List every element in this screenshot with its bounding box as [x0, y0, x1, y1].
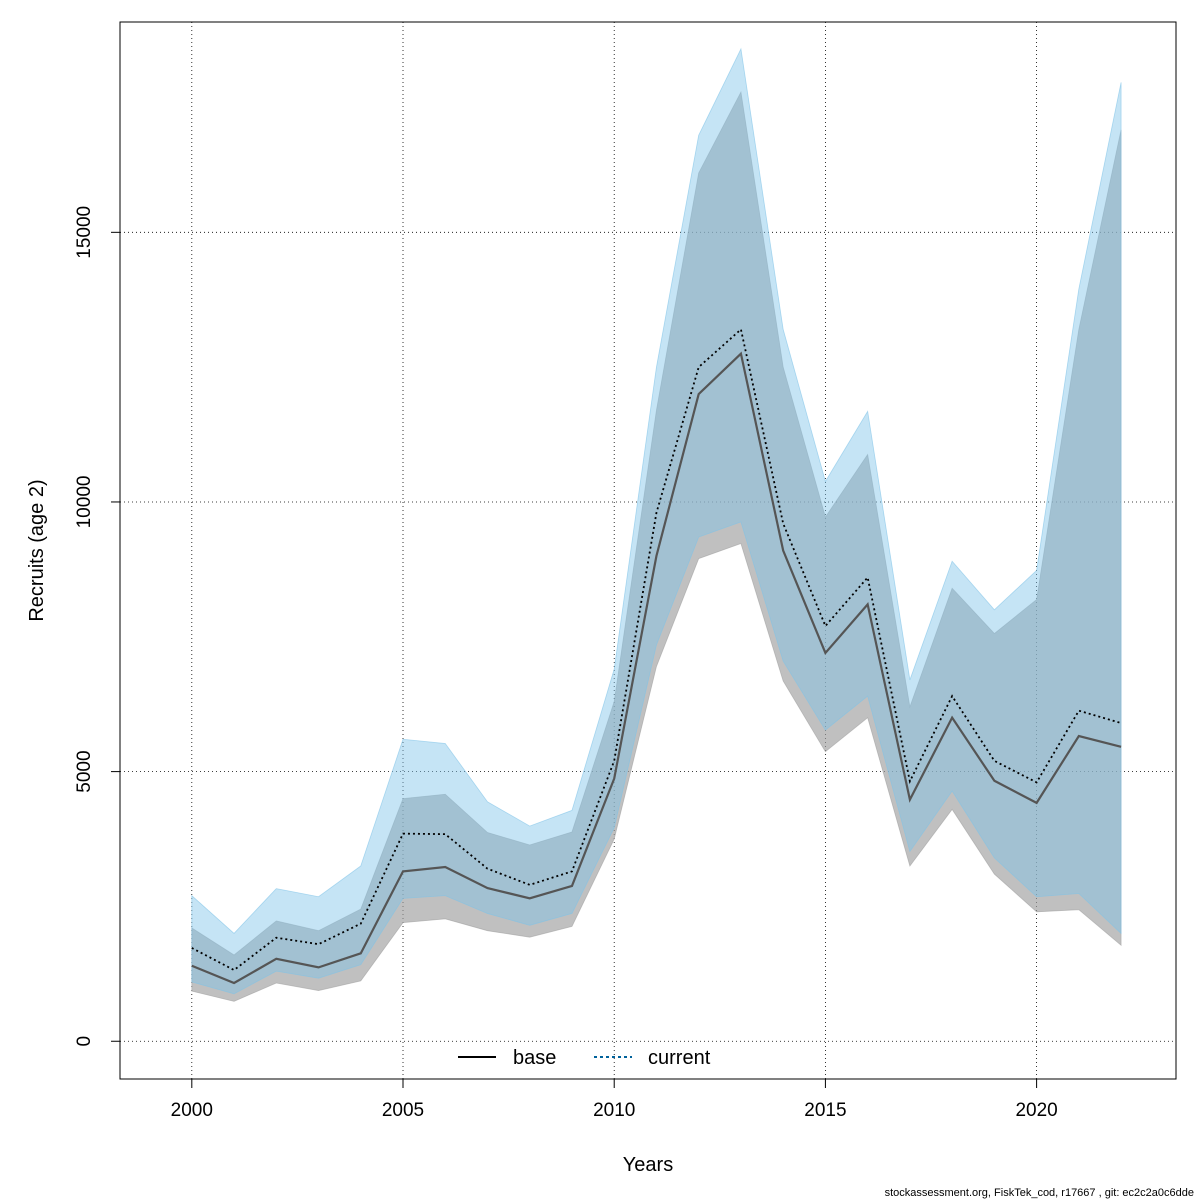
axes: 2000 2005 2010 2015 2020 0 5000 10000 15000: [74, 206, 1058, 1121]
line-current: [191, 327, 1122, 972]
x-tick-label-2000: 2000: [171, 1100, 213, 1121]
x-axis-title: Years: [623, 1154, 673, 1176]
x-tick-label-2020: 2020: [1015, 1100, 1057, 1121]
y-axis-title: Recruits (age 2): [26, 479, 48, 621]
y-tick-label-10000: 10000: [74, 476, 95, 529]
confidence-bands: [191, 47, 1122, 1002]
y-tick-label-15000: 15000: [74, 206, 95, 259]
legend-label-base: base: [513, 1047, 556, 1069]
footer-credit: stockassessment.org, FiskTek_cod, r17667…: [885, 1187, 1194, 1199]
y-tick-label-5000: 5000: [74, 750, 95, 792]
legend-label-current: current: [648, 1047, 711, 1069]
x-tick-label-2005: 2005: [382, 1100, 424, 1121]
band-current: [191, 47, 1122, 995]
x-tick-label-2015: 2015: [804, 1100, 846, 1121]
legend: base current: [458, 1047, 711, 1069]
x-tick-label-2010: 2010: [593, 1100, 635, 1121]
line-base: [191, 351, 1122, 985]
series-lines: [191, 327, 1122, 985]
y-tick-label-0: 0: [74, 1036, 95, 1047]
